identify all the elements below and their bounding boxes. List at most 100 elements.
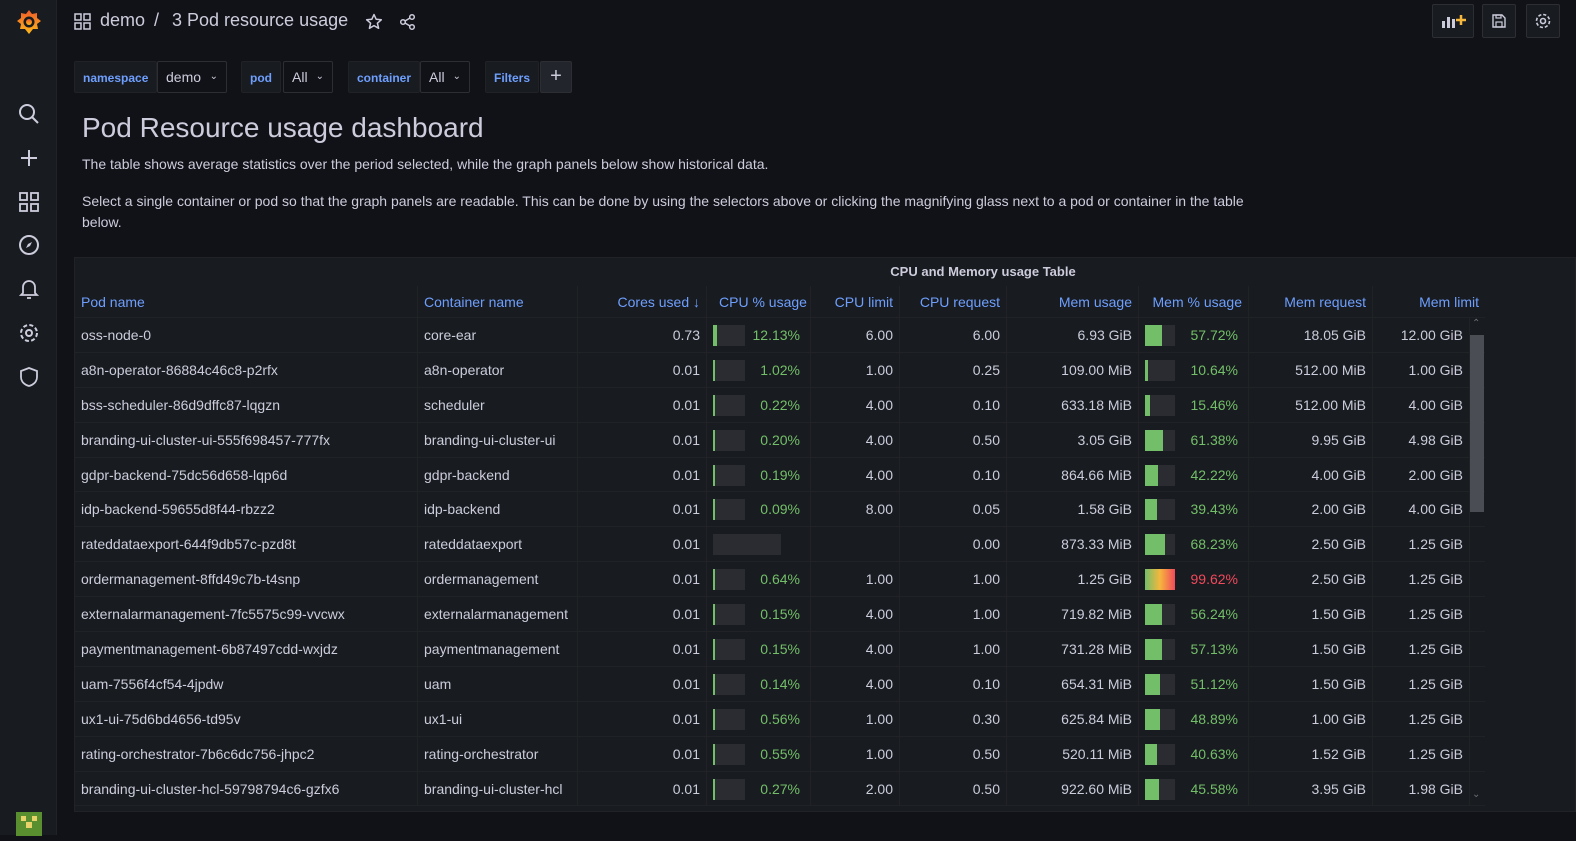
cell-cpu-request: 0.50	[900, 736, 1007, 771]
dashboards-icon[interactable]	[16, 189, 42, 215]
column-header-mem-request[interactable]: Mem request	[1249, 286, 1373, 318]
cell-cores: 0.01	[578, 597, 707, 632]
cell-mem-pct: 68.23%	[1139, 527, 1249, 562]
search-icon[interactable]	[16, 101, 42, 127]
column-header-cores-used[interactable]: Cores used ↓	[578, 286, 707, 318]
table-row: branding-ui-cluster-hcl-59798794c6-gzfx6…	[75, 771, 1485, 807]
cpu-usage-gauge-fill	[713, 778, 715, 800]
cpu-usage-gauge-fill	[713, 708, 715, 730]
share-icon[interactable]	[399, 13, 417, 36]
column-header-mem-percent[interactable]: Mem % usage	[1139, 286, 1249, 318]
container-variable-value: All	[429, 69, 445, 85]
cell-cpu-request: 0.30	[900, 701, 1007, 736]
cell-mem-pct: 61.38%	[1139, 422, 1249, 457]
table-row: externalarmanagement-7fc5575c99-vvcwx ext…	[75, 597, 1485, 633]
column-header-cpu-limit[interactable]: CPU limit	[811, 286, 900, 318]
shield-icon[interactable]	[16, 364, 42, 390]
column-header-mem-limit[interactable]: Mem limit	[1419, 294, 1479, 310]
user-avatar[interactable]	[16, 812, 42, 836]
top-navbar: demo / 3 Pod resource usage	[57, 0, 1576, 44]
cell-mem-request: 512.00 MiB	[1249, 352, 1373, 387]
mem-percent-value: 15.46%	[1190, 396, 1238, 413]
breadcrumb-dashboard-title[interactable]: 3 Pod resource usage	[172, 10, 349, 30]
cell-pod: ordermanagement-8ffd49c7b-t4snp	[75, 562, 418, 597]
cell-pod: branding-ui-cluster-ui-555f698457-777fx	[75, 422, 418, 457]
cpu-percent-value: 0.22%	[760, 396, 800, 413]
table-row: ordermanagement-8ffd49c7b-t4snp ordermana…	[75, 562, 1485, 598]
cell-mem-request: 1.00 GiB	[1249, 701, 1373, 736]
cpu-usage-gauge-fill	[713, 569, 715, 591]
cpu-usage-gauge	[713, 569, 745, 591]
compass-icon[interactable]	[16, 232, 42, 258]
cell-cores: 0.01	[578, 492, 707, 527]
breadcrumb-folder[interactable]: demo	[100, 10, 146, 30]
star-icon[interactable]	[365, 13, 383, 36]
mem-percent-value: 61.38%	[1190, 431, 1238, 448]
column-header-cpu-request[interactable]: CPU request	[900, 286, 1007, 318]
table-row: rating-orchestrator-7b6c6dc756-jhpc2 rati…	[75, 736, 1485, 772]
scroll-up-icon[interactable]: ⌃	[1472, 318, 1481, 329]
filters-label: Filters	[485, 61, 540, 93]
cell-cores: 0.01	[578, 527, 707, 562]
namespace-variable-label: namespace	[74, 61, 158, 93]
chevron-down-icon: ⌄	[452, 71, 461, 82]
column-header-pod-name[interactable]: Pod name	[75, 286, 418, 318]
cell-cpu-pct: 0.15%	[707, 632, 811, 667]
dashboard-settings-button[interactable]	[1526, 4, 1560, 38]
cell-cpu-request: 0.25	[900, 352, 1007, 387]
cell-mem-pct: 39.43%	[1139, 492, 1249, 527]
mem-percent-value: 57.72%	[1190, 327, 1238, 343]
cell-container: idp-backend	[418, 492, 578, 527]
cpu-usage-gauge-fill	[713, 604, 715, 626]
cell-cpu-pct: 0.15%	[707, 597, 811, 632]
plus-icon[interactable]	[16, 145, 42, 171]
cpu-usage-gauge	[713, 778, 745, 800]
cell-cpu-request: 0.10	[900, 666, 1007, 701]
mem-usage-gauge-fill	[1145, 429, 1163, 451]
namespace-variable-select[interactable]: demo ⌄	[157, 61, 227, 93]
cell-mem-request: 1.52 GiB	[1249, 736, 1373, 771]
cell-container: paymentmanagement	[418, 632, 578, 667]
dashboards-grid-icon[interactable]	[74, 13, 91, 35]
mem-usage-gauge	[1145, 359, 1175, 381]
cpu-percent-value: 0.56%	[760, 710, 800, 727]
intro-paragraph-1: The table shows average statistics over …	[82, 156, 769, 172]
cell-cpu-limit: 4.00	[811, 632, 900, 667]
cell-pod: rating-orchestrator-7b6c6dc756-jhpc2	[75, 736, 418, 771]
mem-percent-value: 48.89%	[1190, 710, 1238, 727]
mem-usage-gauge-fill	[1145, 743, 1157, 765]
table-row: a8n-operator-86884c46c8-p2rfx a8n-operato…	[75, 352, 1485, 388]
cell-mem-limit: 4.98 GiB	[1373, 422, 1470, 457]
cell-cpu-request: 0.00	[900, 527, 1007, 562]
cell-mem-usage: 520.11 MiB	[1007, 736, 1139, 771]
save-dashboard-button[interactable]	[1482, 4, 1516, 38]
container-variable-select[interactable]: All ⌄	[420, 61, 470, 93]
bell-icon[interactable]	[16, 276, 42, 302]
cpu-usage-gauge-fill	[713, 673, 715, 695]
column-header-container-name[interactable]: Container name	[418, 286, 578, 318]
cpu-percent-value: 0.15%	[760, 641, 800, 658]
cell-pod: gdpr-backend-75dc56d658-lqp6d	[75, 457, 418, 492]
cell-mem-usage: 719.82 MiB	[1007, 597, 1139, 632]
cell-cpu-request: 0.50	[900, 422, 1007, 457]
scroll-down-icon[interactable]: ⌄	[1472, 789, 1481, 800]
cell-container: externalarmanagement	[418, 597, 578, 632]
column-header-cpu-usage[interactable]: CPU % usage	[707, 286, 811, 318]
add-panel-button[interactable]	[1432, 4, 1474, 38]
panel-title[interactable]: CPU and Memory usage Table	[890, 264, 1076, 279]
table-scrollbar[interactable]: ⌃ ⌄	[1470, 318, 1484, 804]
pod-variable-select[interactable]: All ⌄	[283, 61, 333, 93]
cell-mem-limit: 1.00 GiB	[1373, 352, 1470, 387]
scroll-thumb[interactable]	[1470, 335, 1484, 512]
add-filter-button[interactable]: +	[540, 61, 572, 93]
column-header-mem-usage[interactable]: Mem usage	[1007, 286, 1139, 318]
mem-percent-value: 39.43%	[1190, 501, 1238, 518]
table-row: uam-7556f4cf54-4jpdw uam 0.01 0.14% 4.00 0.10…	[75, 666, 1485, 702]
cell-mem-pct: 10.64%	[1139, 352, 1249, 387]
cell-cores: 0.01	[578, 771, 707, 806]
grafana-logo-icon[interactable]	[16, 8, 42, 36]
gear-icon[interactable]	[16, 320, 42, 346]
cell-pod: oss-node-0	[75, 318, 418, 352]
cell-mem-usage: 625.84 MiB	[1007, 701, 1139, 736]
cell-mem-usage: 109.00 MiB	[1007, 352, 1139, 387]
